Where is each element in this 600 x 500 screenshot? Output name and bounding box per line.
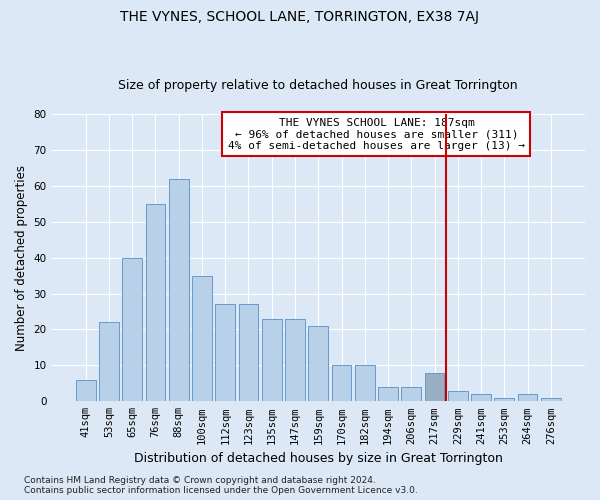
Bar (308, 326, 328, 402)
Y-axis label: Number of detached properties: Number of detached properties (15, 164, 28, 350)
Bar (122, 258, 142, 402)
Text: Contains HM Land Registry data © Crown copyright and database right 2024.
Contai: Contains HM Land Registry data © Crown c… (24, 476, 418, 495)
Bar (518, 394, 538, 402)
Bar (239, 304, 259, 402)
Bar (169, 178, 188, 402)
Bar (425, 372, 445, 402)
Bar (355, 366, 374, 402)
Bar (146, 204, 166, 402)
Text: THE VYNES SCHOOL LANE: 187sqm
← 96% of detached houses are smaller (311)
4% of s: THE VYNES SCHOOL LANE: 187sqm ← 96% of d… (228, 118, 525, 151)
Title: Size of property relative to detached houses in Great Torrington: Size of property relative to detached ho… (118, 79, 518, 92)
Bar (401, 387, 421, 402)
Bar (471, 394, 491, 402)
X-axis label: Distribution of detached houses by size in Great Torrington: Distribution of detached houses by size … (134, 452, 503, 465)
Bar (448, 390, 468, 402)
Bar (262, 318, 281, 402)
Bar (494, 398, 514, 402)
Bar (285, 318, 305, 402)
Bar (215, 304, 235, 402)
Text: THE VYNES, SCHOOL LANE, TORRINGTON, EX38 7AJ: THE VYNES, SCHOOL LANE, TORRINGTON, EX38… (121, 10, 479, 24)
Bar (76, 380, 95, 402)
Bar (192, 276, 212, 402)
Bar (99, 322, 119, 402)
Bar (541, 398, 561, 402)
Bar (378, 387, 398, 402)
Bar (332, 366, 352, 402)
